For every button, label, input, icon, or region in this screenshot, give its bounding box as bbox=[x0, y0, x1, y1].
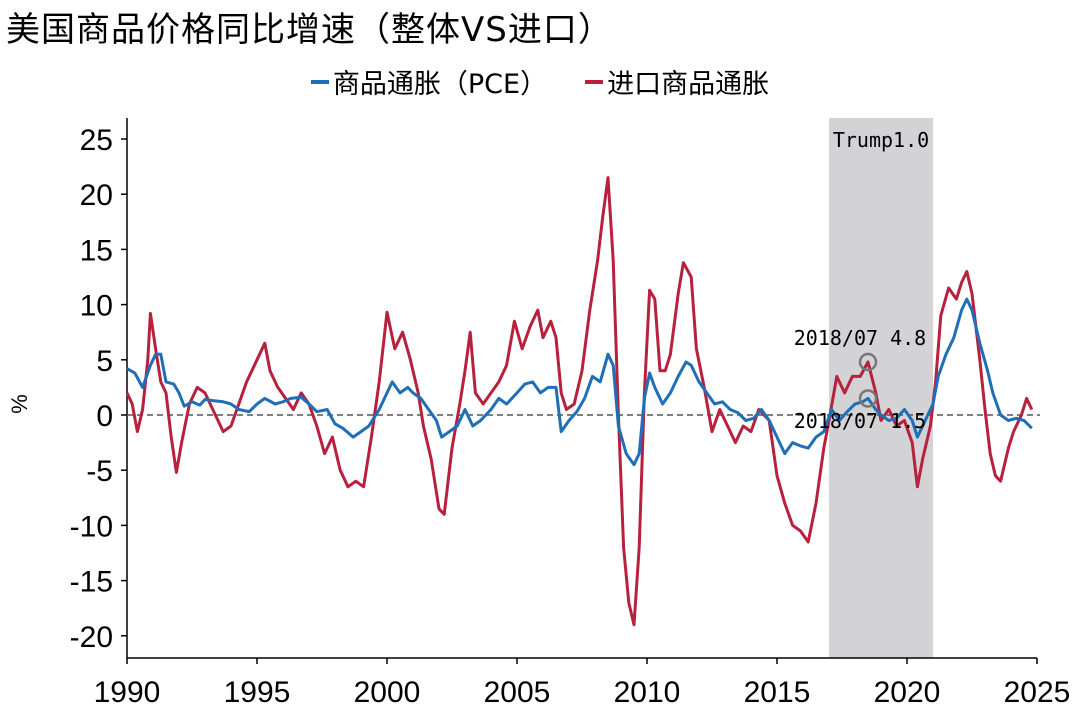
legend-item-import: 进口商品通胀 bbox=[585, 62, 769, 101]
y-tick-label: 5 bbox=[96, 345, 113, 378]
y-tick-label: 15 bbox=[80, 234, 113, 267]
y-tick-label: -20 bbox=[70, 621, 113, 654]
x-tick-label: 1995 bbox=[224, 676, 291, 709]
x-tick-label: 2000 bbox=[354, 676, 421, 709]
y-tick-label: -15 bbox=[70, 566, 113, 599]
y-tick-label: 25 bbox=[80, 124, 113, 157]
x-tick-label: 2010 bbox=[614, 676, 681, 709]
legend-swatch-import bbox=[585, 79, 604, 84]
shaded-region-label: Trump1.0 bbox=[833, 128, 929, 152]
legend-label-pce: 商品通胀（PCE） bbox=[332, 69, 548, 100]
legend-swatch-pce bbox=[310, 79, 329, 84]
legend: 商品通胀（PCE） 进口商品通胀 bbox=[0, 62, 1080, 101]
annotation-marker-pce bbox=[858, 389, 878, 408]
y-tick-label: -5 bbox=[86, 455, 113, 488]
y-tick-label: -10 bbox=[70, 510, 113, 543]
y-tick-label: 0 bbox=[96, 400, 113, 433]
x-tick-label: 2020 bbox=[874, 676, 941, 709]
legend-item-pce: 商品通胀（PCE） bbox=[310, 62, 548, 101]
y-tick-label: 20 bbox=[80, 179, 113, 212]
x-tick-label: 2025 bbox=[1004, 676, 1071, 709]
series-line-pce bbox=[126, 297, 1033, 467]
annotation-label-import: 2018/07 4.8 bbox=[794, 326, 926, 350]
shaded-region-trump bbox=[829, 118, 933, 658]
legend-label-import: 进口商品通胀 bbox=[607, 69, 770, 100]
y-axis-label: % bbox=[7, 394, 32, 414]
x-tick-label: 2015 bbox=[744, 676, 811, 709]
chart-title: 美国商品价格同比增速（整体VS进口） bbox=[6, 10, 613, 50]
annotation-label-pce: 2018/07 1.5 bbox=[794, 409, 926, 433]
annotation-marker-import bbox=[858, 352, 878, 372]
y-tick-label: 10 bbox=[80, 290, 113, 323]
x-tick-label: 2005 bbox=[484, 676, 551, 709]
series-line-import bbox=[125, 176, 1034, 627]
x-tick-label: 1990 bbox=[94, 676, 161, 709]
